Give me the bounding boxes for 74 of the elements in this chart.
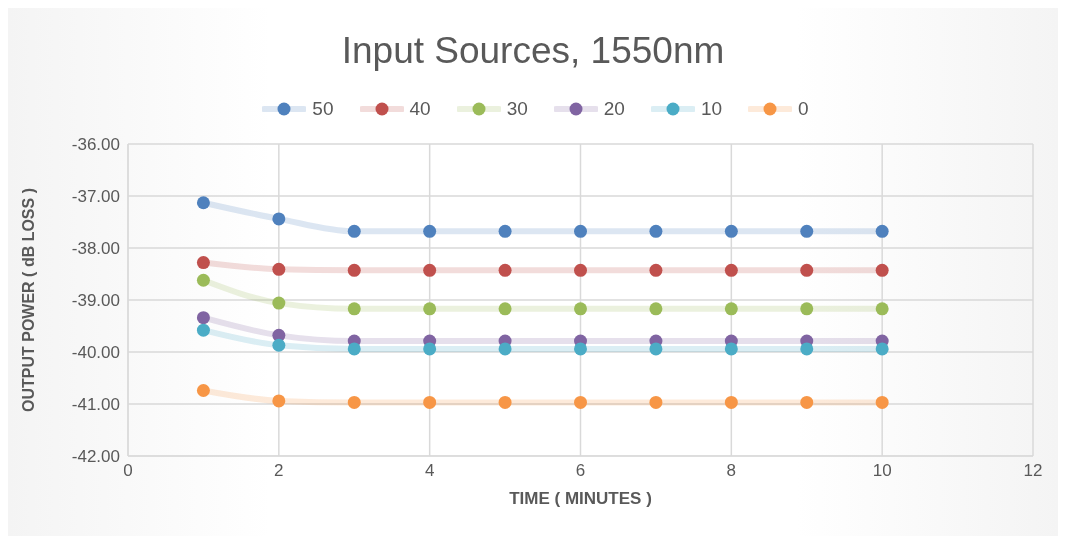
point xyxy=(196,323,210,337)
point xyxy=(574,263,587,277)
x-tick-label: 0 xyxy=(123,461,133,481)
point xyxy=(423,302,437,316)
point xyxy=(724,224,738,238)
point xyxy=(347,395,361,409)
chart-title: Input Sources, 1550nm xyxy=(340,29,726,73)
legend-label: 0 xyxy=(798,98,809,120)
x-axis-title: TIME ( MINUTES ) xyxy=(509,489,652,508)
y-tick-label: -40.00 xyxy=(71,343,120,363)
point xyxy=(347,302,361,316)
y-tick-label: -38.00 xyxy=(71,239,120,259)
point xyxy=(196,196,210,210)
point xyxy=(649,302,663,316)
point xyxy=(574,342,587,356)
y-tick-label: -41.00 xyxy=(71,395,120,415)
point xyxy=(423,224,437,238)
point xyxy=(196,311,210,325)
point xyxy=(649,342,663,356)
point xyxy=(800,263,814,277)
point xyxy=(574,224,587,238)
point xyxy=(800,302,814,316)
point xyxy=(196,273,210,287)
point xyxy=(423,342,437,356)
legend-label: 30 xyxy=(506,98,528,120)
point xyxy=(196,383,210,397)
point xyxy=(649,395,663,409)
point xyxy=(272,296,286,310)
point xyxy=(875,224,889,238)
point xyxy=(272,338,286,352)
legend-label: 40 xyxy=(409,98,431,120)
point xyxy=(800,342,814,356)
point xyxy=(423,395,437,409)
point xyxy=(724,395,738,409)
point xyxy=(498,342,512,356)
point xyxy=(498,302,512,316)
point xyxy=(347,263,361,277)
x-tick-label: 2 xyxy=(274,461,284,481)
point xyxy=(347,224,361,238)
point xyxy=(272,394,286,408)
point xyxy=(875,395,889,409)
y-tick-label: -37.00 xyxy=(71,187,120,207)
point xyxy=(724,342,738,356)
point xyxy=(347,342,361,356)
point xyxy=(649,224,663,238)
point xyxy=(574,395,587,409)
point xyxy=(724,302,738,316)
x-tick-label: 8 xyxy=(726,461,737,481)
y-tick-label: -42.00 xyxy=(71,447,120,467)
x-tick-label: 6 xyxy=(575,461,586,481)
y-tick-label: -39.00 xyxy=(71,291,120,311)
point xyxy=(875,263,889,277)
point xyxy=(498,263,512,277)
point xyxy=(800,224,814,238)
point xyxy=(272,262,286,276)
y-axis-title: OUTPUT POWER ( dB LOSS ) xyxy=(19,188,37,412)
point xyxy=(724,263,738,277)
point xyxy=(272,212,286,226)
y-tick-label: -36.00 xyxy=(71,135,120,155)
legend-label: 10 xyxy=(700,98,723,120)
x-tick-label: 4 xyxy=(424,461,435,481)
point xyxy=(800,395,814,409)
point xyxy=(875,342,889,356)
point xyxy=(574,302,587,316)
x-tick-label: 12 xyxy=(1023,461,1043,481)
point xyxy=(875,302,889,316)
point xyxy=(649,263,663,277)
point xyxy=(196,256,210,270)
point xyxy=(498,224,512,238)
point xyxy=(423,263,437,277)
legend-label: 20 xyxy=(603,98,625,120)
x-tick-label: 10 xyxy=(872,461,892,481)
legend-label: 50 xyxy=(312,98,334,120)
point xyxy=(498,395,512,409)
